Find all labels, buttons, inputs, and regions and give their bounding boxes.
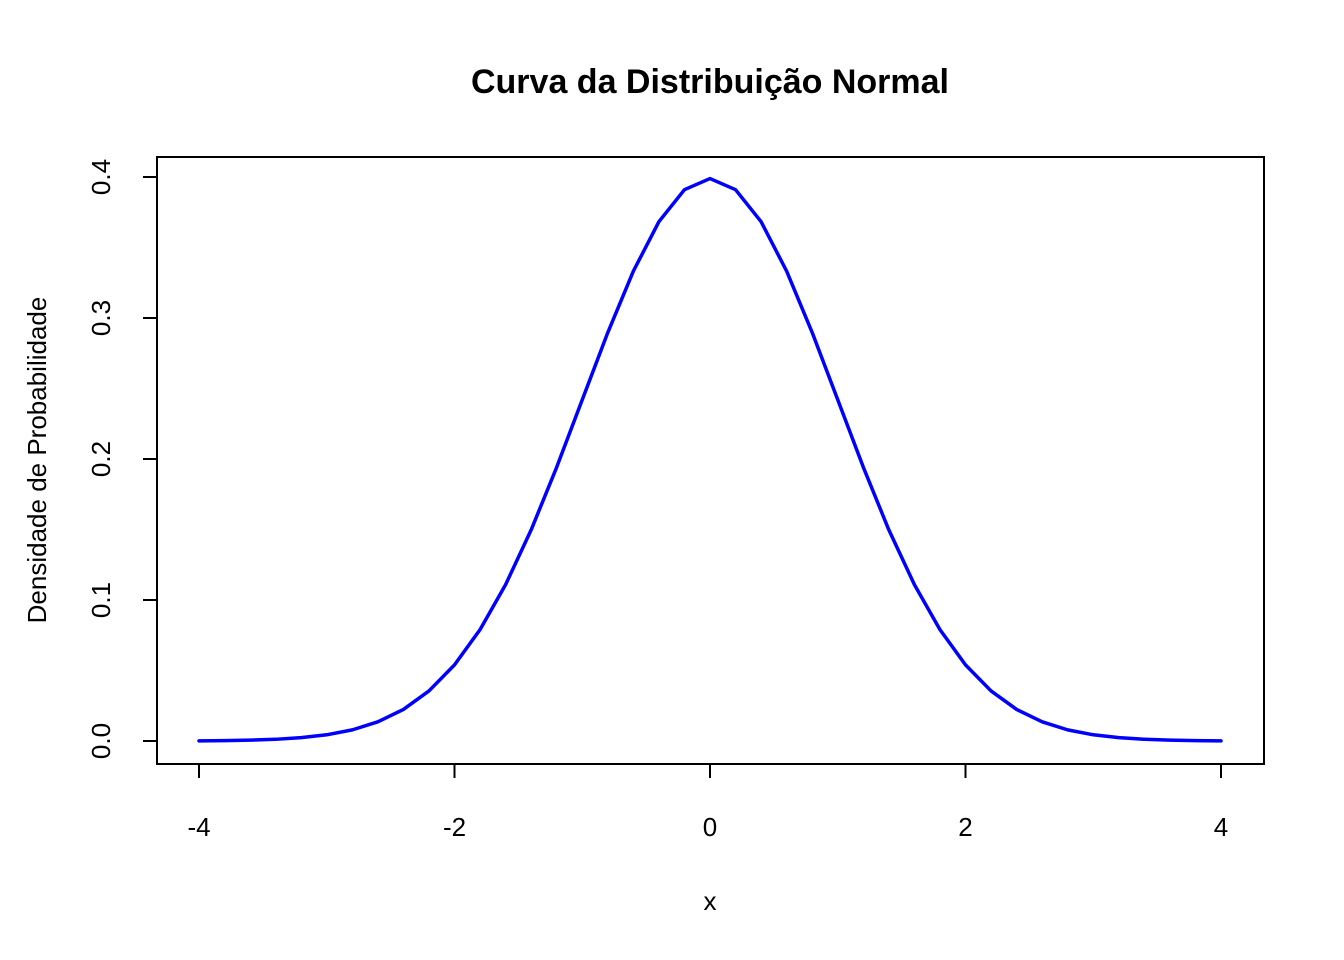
x-tick-label: 0 xyxy=(703,812,717,842)
y-axis-label: Densidade de Probabilidade xyxy=(22,297,52,624)
y-tick-label: 0.0 xyxy=(86,723,116,759)
x-tick-label: 4 xyxy=(1214,812,1228,842)
y-axis: 0.0 0.1 0.2 0.3 0.4 xyxy=(86,159,158,759)
y-tick-label: 0.1 xyxy=(86,582,116,618)
x-tick-label: -2 xyxy=(443,812,466,842)
x-axis-label: x xyxy=(704,886,717,916)
x-tick-label: -4 xyxy=(187,812,210,842)
x-axis: -4 -2 0 2 4 xyxy=(187,763,1228,842)
y-tick-label: 0.4 xyxy=(86,159,116,195)
y-tick-label: 0.2 xyxy=(86,441,116,477)
x-tick-label: 2 xyxy=(958,812,972,842)
chart-title: Curva da Distribuição Normal xyxy=(471,63,949,101)
plot-frame xyxy=(156,156,1265,765)
series-line-density xyxy=(197,176,1223,743)
y-tick-label: 0.3 xyxy=(86,300,116,336)
